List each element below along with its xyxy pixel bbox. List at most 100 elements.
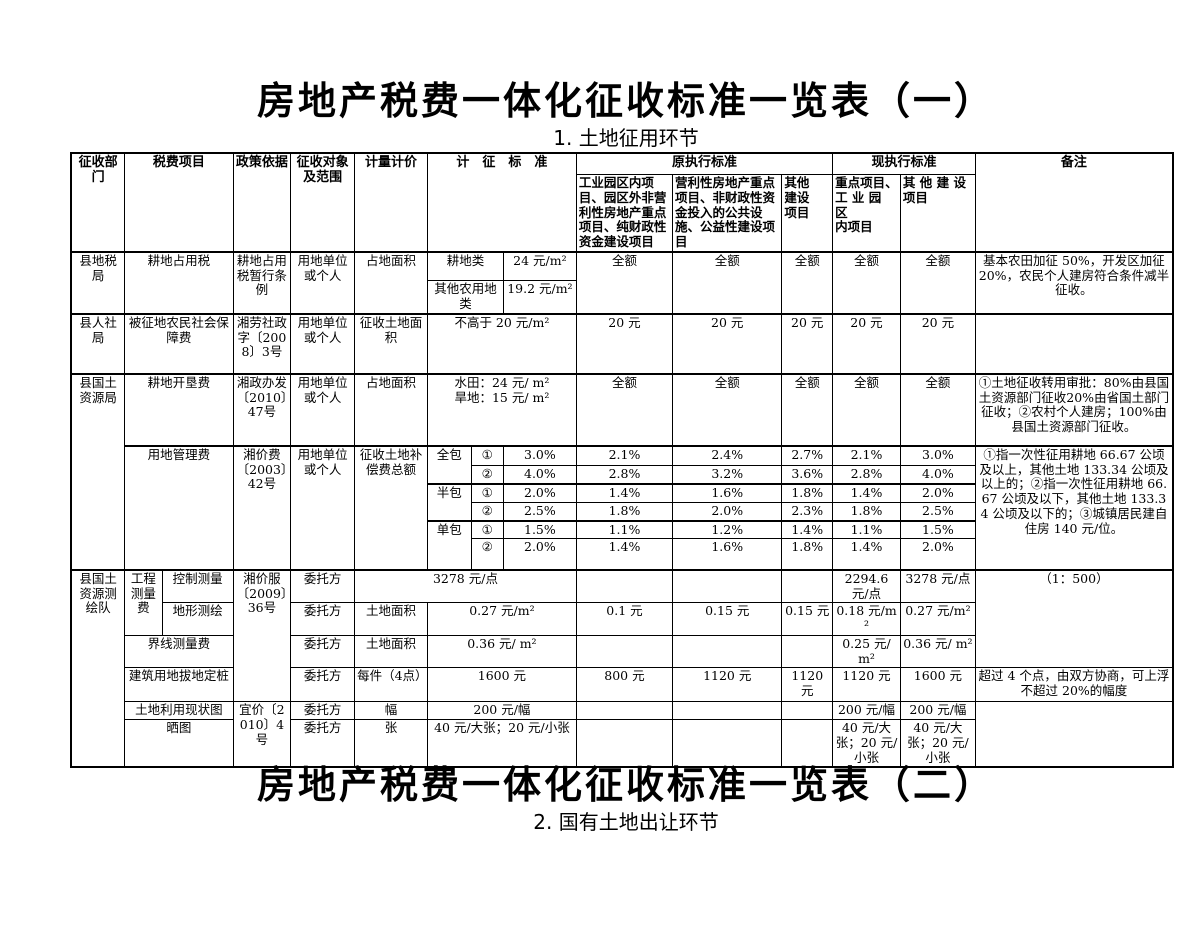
- orig-std-cell-1: 800 元: [575, 667, 674, 703]
- table-row: 征收部门 税费项目 政策依据 征收对象及范围 计量计价计 征 标 准原执行标准 现执行标准…: [70, 152, 1174, 253]
- table-row: 地形测绘 委托方 土地面积 0.27 元/m² 0.1 元 0.15 元 0.15 元 0.1…: [71, 602, 1173, 636]
- standard-value-cell: 1600 元: [426, 667, 577, 703]
- remark-cell: ①指一次性征用耕地 66.67 公顷及以上，其他土地 133.34 公顷及以上的…: [974, 444, 1174, 571]
- page-subtitle-2: 2. 国有土地出让环节: [533, 810, 719, 835]
- fee-item-cell: 耕地开垦费: [124, 372, 234, 447]
- table-row: 县地税局 耕地占用税 耕地占用税暂行条例 用地单位或个人 占地面积 耕地类 24 元/m² 全…: [70, 250, 1174, 315]
- remark-cell: ①土地征收转用审批：80%由县国土资源部门征收20%由省国土部门征收；②农村个人…: [974, 372, 1174, 447]
- header-target: 征收对象及范围: [290, 152, 356, 253]
- target-cell: 委托方: [290, 667, 356, 703]
- standard-value-cell: 40 元/大张；20 元/小张: [426, 719, 577, 768]
- orig-std-cell-1: 全额: [575, 372, 674, 447]
- remark-cell: [974, 701, 1174, 768]
- standard-label-cell: 耕地类: [426, 250, 504, 282]
- fee-item-group-cell: 工程测量费: [124, 568, 163, 636]
- curr-std-cell-2: 3.0%: [899, 444, 976, 467]
- standard-value-cell: 4.0%: [502, 465, 577, 485]
- curr-std-cell-1: 0.25 元/ m²: [832, 634, 901, 669]
- levy-standards-table: 征收部门 税费项目 政策依据 征收对象及范围 计量计价计 征 标 准原执行标准 现执行标准…: [70, 151, 1174, 769]
- orig-std-cell-2: 1120 元: [672, 667, 783, 703]
- curr-std-cell-1: 全额: [832, 250, 901, 315]
- curr-std-cell-1: 1.1%: [832, 519, 901, 540]
- orig-std-cell-2: 2.4%: [672, 444, 783, 467]
- grade-mark-cell: ①: [470, 519, 504, 540]
- header-orig-col1: 工业园区内项目、园区外非营利性房地产重点项目、纯财政性资金建设项目: [575, 174, 674, 253]
- remark-cell: 超过 4 个点，由双方协商，可上浮不超过 20%的幅度: [974, 667, 1174, 703]
- target-cell: 用地单位或个人: [290, 250, 356, 315]
- page-subtitle-1: 1. 土地征用环节: [553, 125, 699, 150]
- orig-std-cell-3: [781, 634, 834, 669]
- standard-value-cell: 24 元/m²: [502, 250, 577, 282]
- orig-std-cell-1: 1.4%: [575, 483, 674, 503]
- target-cell: 用地单位或个人: [290, 312, 356, 375]
- dept-cell: 县国土资源测绘队: [70, 568, 126, 768]
- grade-mark-cell: ②: [470, 465, 504, 485]
- header-orig-col2: 营利性房地产重点项目、非财政性资金投入的公共设施、公益性建设项目: [672, 174, 783, 253]
- table-row: ② 2.0% 1.4% 1.6% 1.8% 1.4% 2.0%: [71, 538, 1173, 571]
- standard-label-cell: 其他农用地类: [426, 280, 504, 315]
- dept-cell: 县地税局: [70, 250, 126, 315]
- policy-cell: 湘价费〔2003〕42号: [232, 444, 292, 571]
- curr-std-cell-2: 40 元/大张；20 元/小张: [899, 719, 976, 768]
- orig-std-cell-1: 1.8%: [575, 501, 674, 522]
- header-standard: 计 征 标 准: [426, 152, 577, 253]
- fee-item-sub-cell: 地形测绘: [161, 602, 234, 636]
- orig-std-cell-1: 20 元: [575, 312, 674, 375]
- orig-std-cell-1: [575, 634, 674, 669]
- table-row: 界线测量费 委托方 土地面积 0.36 元/ m² 0.25 元/ m² 0.36 元/ …: [71, 634, 1173, 669]
- remark-cell: （1：500）: [974, 568, 1174, 669]
- policy-cell: 耕地占用税暂行条例: [232, 250, 292, 315]
- standard-value-cell: 不高于 20 元/m²: [426, 312, 577, 375]
- orig-std-cell-2: 1.6%: [672, 538, 783, 571]
- contract-type-cell: 半包: [426, 483, 472, 522]
- orig-std-cell-3: 20 元: [781, 312, 834, 375]
- table-body: 征收部门 税费项目 政策依据 征收对象及范围 计量计价计 征 标 准原执行标准 现执行标准…: [70, 152, 1174, 768]
- orig-std-cell-1: 1.4%: [575, 538, 674, 571]
- measure-cell: 土地面积: [354, 634, 428, 669]
- curr-std-cell-1: 2.8%: [832, 465, 901, 485]
- measure-cell: 征收土地面积: [354, 312, 428, 375]
- target-cell: 委托方: [290, 719, 356, 768]
- grade-mark-cell: ①: [470, 444, 504, 467]
- standard-value-cell: 水田：24 元/ m² 旱地：15 元/ m²: [426, 372, 577, 447]
- orig-std-cell-3: [781, 568, 834, 604]
- standard-value-cell: 1.5%: [502, 519, 577, 540]
- standard-value-cell: 2.0%: [502, 483, 577, 503]
- curr-std-cell-2: 全额: [899, 372, 976, 447]
- standard-value-cell: 0.27 元/m²: [426, 602, 577, 636]
- contract-type-cell: 全包: [426, 444, 472, 485]
- standard-value-cell: 200 元/幅: [426, 701, 577, 721]
- orig-std-cell-1: [575, 701, 674, 721]
- orig-std-cell-3: 2.3%: [781, 501, 834, 522]
- target-cell: 委托方: [290, 634, 356, 669]
- table-row: 土地利用现状图 宜价〔2010〕4号 委托方幅 200 元/幅 200 元/幅 200 元…: [71, 701, 1174, 768]
- curr-std-cell-2: 2.0%: [899, 538, 976, 571]
- target-cell: 委托方: [290, 568, 356, 604]
- orig-std-cell-2: 1.2%: [672, 519, 783, 540]
- header-curr-standard: 现执行标准: [832, 152, 976, 176]
- orig-std-cell-1: 2.1%: [575, 444, 674, 467]
- standard-value-cell: 2.5%: [502, 501, 577, 522]
- measure-cell: 幅: [354, 701, 428, 721]
- document-page: 房地产税费一体化征收标准一览表（一） 1. 土地征用环节 征收部门 税费项目 政策依…: [0, 79, 1200, 835]
- table-row: 县人社局 被征地农民社会保障费 湘劳社政字〔2008〕3号 用地单位或个人 征收土地面积…: [70, 312, 1174, 375]
- table-row: 半包 ① 2.0% 1.4% 1.6% 1.8% 1.4% 2.0%: [71, 483, 1173, 522]
- curr-std-cell-1: 20 元: [832, 312, 901, 375]
- table-row: 工业园区内项目、园区外非营利性房地产重点项目、纯财政性资金建设项目 营利性房地产重…: [71, 174, 1173, 253]
- dept-cell: 县人社局: [70, 312, 126, 375]
- curr-std-cell-1: 200 元/幅: [832, 701, 901, 721]
- orig-std-cell-3: 2.7%: [781, 444, 834, 467]
- curr-std-cell-2: 0.27 元/m²: [899, 602, 976, 636]
- standard-value-cell: 19.2 元/m²: [502, 280, 577, 315]
- page-title-1: 房地产税费一体化征收标准一览表（一）: [256, 79, 995, 123]
- curr-std-cell-1: 1.4%: [832, 538, 901, 571]
- curr-std-cell-2: 1.5%: [899, 519, 976, 540]
- measure-cell: 张: [354, 719, 428, 768]
- contract-type-cell: 单包: [426, 519, 472, 571]
- curr-std-cell-2: 20 元: [899, 312, 976, 375]
- curr-std-cell-2: 4.0%: [899, 465, 976, 485]
- table-row: ② 2.5% 1.8% 2.0% 2.3% 1.8% 2.5%: [71, 501, 1173, 522]
- orig-std-cell-1: [575, 568, 674, 604]
- curr-std-cell-1: 1120 元: [832, 667, 901, 703]
- curr-std-cell-1: 2294.6 元/点: [832, 568, 901, 604]
